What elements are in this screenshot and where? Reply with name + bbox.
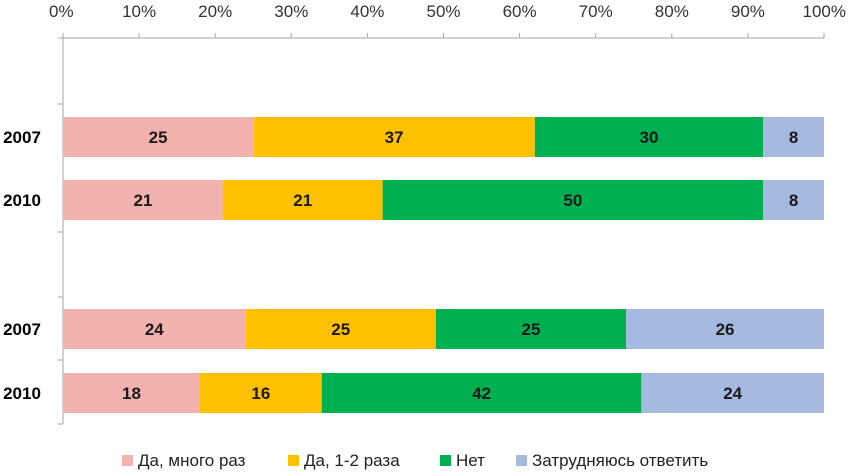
bar-segment	[222, 180, 383, 220]
bar-segment	[63, 309, 246, 349]
bar-value-label: 16	[251, 384, 270, 403]
bar-segment	[63, 180, 223, 220]
bar-value-label: 8	[789, 191, 798, 210]
legend-label: Нет	[456, 451, 485, 470]
bar-value-label: 21	[133, 191, 152, 210]
bar-segment	[382, 180, 764, 220]
bar-value-label: 24	[723, 384, 742, 403]
legend-swatch	[440, 455, 451, 466]
bar-value-label: 25	[522, 320, 541, 339]
x-tick-label: 0%	[49, 2, 74, 21]
y-category-label: 2010	[3, 384, 41, 403]
bar-segment	[763, 180, 824, 220]
legend-label: Да, много раз	[138, 451, 246, 470]
x-tick-label: 70%	[579, 2, 613, 21]
x-tick-label: 80%	[655, 2, 689, 21]
bar-segment	[626, 309, 824, 349]
bar-segment	[199, 373, 322, 413]
legend-swatch	[288, 455, 299, 466]
legend-label: Затрудняюсь ответить	[532, 451, 708, 470]
bar-segment	[641, 373, 824, 413]
bar-segment	[63, 117, 254, 157]
x-tick-label: 20%	[198, 2, 232, 21]
bar-segment	[534, 117, 764, 157]
legend-label: Да, 1-2 раза	[304, 451, 400, 470]
bar-value-label: 8	[789, 128, 798, 147]
bar-value-label: 18	[122, 384, 141, 403]
bar-value-label: 21	[293, 191, 312, 210]
y-axis: 2007 2010 2007 2010	[3, 37, 64, 425]
bar-value-label: 50	[563, 191, 582, 210]
bar-value-label: 30	[640, 128, 659, 147]
x-tick-label: 30%	[274, 2, 308, 21]
bar-segment	[245, 309, 436, 349]
x-tick-label: 90%	[731, 2, 765, 21]
bar-value-label: 42	[472, 384, 491, 403]
bar-segment	[321, 373, 642, 413]
bar-value-label: 25	[149, 128, 168, 147]
y-category-label: 2007	[3, 320, 41, 339]
bar-area	[63, 117, 824, 413]
x-axis: 0% 10% 20% 30% 40% 50% 60% 70% 80% 90% 100%	[49, 2, 846, 39]
y-category-label: 2010	[3, 191, 41, 210]
legend-swatch	[516, 455, 527, 466]
bar-segment	[763, 117, 824, 157]
bar-value-label: 24	[145, 320, 164, 339]
bar-value-label: 37	[385, 128, 404, 147]
bar-segment	[63, 373, 200, 413]
x-tick-label: 60%	[503, 2, 537, 21]
bar-segment	[253, 117, 535, 157]
data-labels: 25 37 30 8 21 21 50 8 24 25 25 26 18 16 42 24	[122, 128, 798, 403]
x-tick-label: 10%	[122, 2, 156, 21]
x-tick-label: 100%	[803, 2, 846, 21]
x-tick-label: 40%	[350, 2, 384, 21]
legend: Да, много раз Да, 1-2 раза Нет Затрудняюсь …	[122, 451, 708, 470]
bar-value-label: 25	[331, 320, 350, 339]
y-category-label: 2007	[3, 128, 41, 147]
legend-swatch	[122, 455, 133, 466]
bar-value-label: 26	[716, 320, 735, 339]
bar-segment	[435, 309, 627, 349]
x-tick-label: 50%	[426, 2, 460, 21]
